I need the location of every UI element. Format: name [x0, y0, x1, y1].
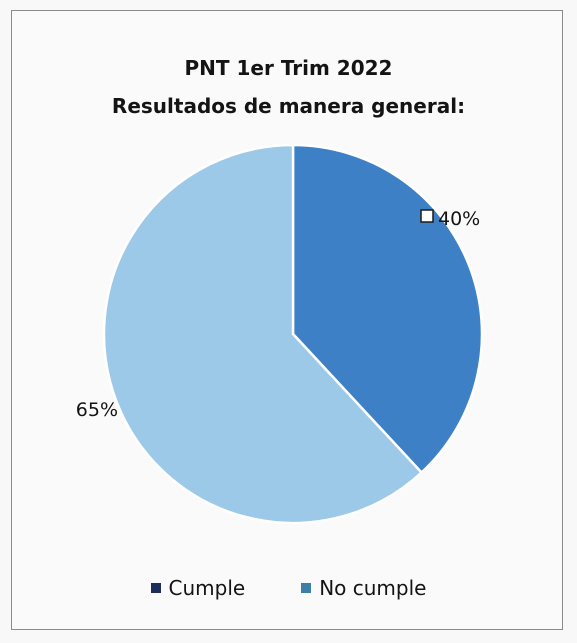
data-label-cumple: 40%	[438, 208, 480, 230]
chart-subtitle: Resultados de manera general:	[111, 94, 466, 118]
chart-title: PNT 1er Trim 2022	[184, 56, 393, 80]
legend-swatch-no-cumple	[301, 583, 312, 593]
legend-label-no-cumple: No cumple	[319, 576, 427, 600]
legend-swatch-cumple	[150, 583, 161, 593]
legend-item-no-cumple: No cumple	[301, 576, 426, 600]
legend-label-cumple: Cumple	[168, 576, 246, 600]
legend-item-cumple: Cumple	[150, 576, 246, 600]
pie-slice-cumple	[291, 143, 484, 475]
chart-legend: Cumple No cumple	[0, 576, 577, 600]
data-label-no-cumple: 65%	[76, 399, 118, 421]
data-label-marker	[420, 209, 434, 223]
pie-slice-no-cumple	[102, 143, 424, 525]
